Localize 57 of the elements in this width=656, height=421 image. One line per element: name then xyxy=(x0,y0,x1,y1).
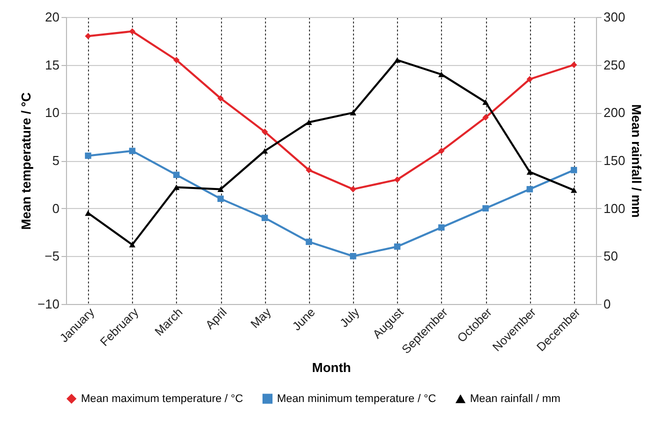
y2-axis-title: Mean rainfall / mm xyxy=(629,104,644,218)
point xyxy=(84,210,92,216)
point xyxy=(217,95,224,102)
point xyxy=(173,184,180,190)
y-tick-label: 5 xyxy=(52,153,60,168)
point xyxy=(262,128,268,135)
point xyxy=(306,119,312,125)
point xyxy=(394,243,400,250)
y-tick-label: −10 xyxy=(37,296,60,312)
legend-label: Mean maximum temperature / °C xyxy=(81,392,244,405)
y2-tick-label: 150 xyxy=(604,153,626,168)
point xyxy=(306,166,312,174)
point xyxy=(482,114,489,121)
y2-tick-label: 300 xyxy=(604,10,626,24)
point xyxy=(570,62,578,68)
y-tick-label: −5 xyxy=(44,248,60,264)
y2-tick-label: 50 xyxy=(604,248,618,264)
point xyxy=(262,214,268,222)
point xyxy=(394,176,400,183)
point xyxy=(217,196,224,202)
point xyxy=(482,99,489,105)
y-tick-label: 10 xyxy=(45,105,60,120)
legend-label: Mean rainfall / mm xyxy=(470,392,560,405)
point xyxy=(129,242,136,248)
point xyxy=(570,166,578,174)
point xyxy=(173,172,180,178)
y-tick-label: 0 xyxy=(52,200,60,216)
point xyxy=(84,152,92,159)
x-tick-label: May xyxy=(248,305,274,332)
y2-tick-label: 100 xyxy=(604,200,626,216)
point xyxy=(438,224,445,231)
point xyxy=(350,253,356,260)
point xyxy=(526,169,533,175)
point xyxy=(129,28,136,35)
point xyxy=(482,205,489,212)
point xyxy=(438,148,445,154)
point xyxy=(84,32,92,40)
y2-tick-label: 0 xyxy=(604,296,611,312)
y2-tick-label: 200 xyxy=(604,105,626,120)
point xyxy=(129,148,136,154)
point xyxy=(394,57,400,63)
point xyxy=(570,187,578,193)
x-tick-label: July xyxy=(337,305,362,330)
point xyxy=(438,72,445,78)
y2-tick-label: 250 xyxy=(604,57,626,72)
legend-label: Mean minimum temperature / °C xyxy=(277,392,436,405)
y-tick-label: 15 xyxy=(45,57,60,72)
point xyxy=(350,186,356,192)
y-tick-label: 20 xyxy=(45,10,60,24)
x-axis-title: Month xyxy=(312,360,352,375)
point xyxy=(217,186,224,192)
y-axis-title: Mean temperature / °C xyxy=(18,92,34,230)
point xyxy=(173,56,180,64)
point xyxy=(306,238,312,245)
point xyxy=(526,76,533,82)
point xyxy=(526,186,533,192)
point xyxy=(350,110,356,116)
